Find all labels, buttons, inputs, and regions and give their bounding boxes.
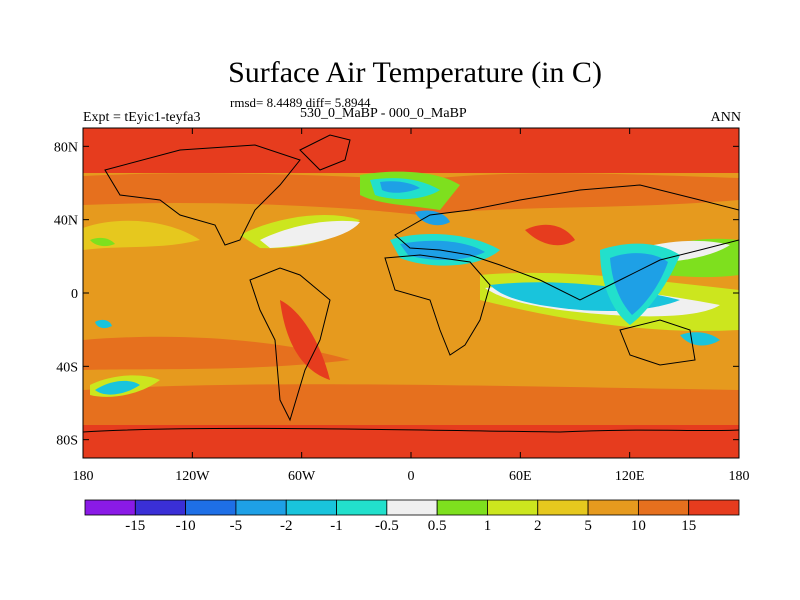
colorbar-label: -10 bbox=[175, 518, 196, 534]
lon-tick-label: 120E bbox=[615, 469, 645, 484]
lat-tick-label: 80S bbox=[56, 434, 78, 449]
map-title: Surface Air Temperature (in C) bbox=[228, 56, 602, 89]
case-label: 530_0_MaBP - 000_0_MaBP bbox=[300, 106, 467, 121]
colorbar-swatch bbox=[487, 499, 539, 516]
field-cyan-south-pacific bbox=[95, 380, 140, 395]
lat-tick-label: 0 bbox=[71, 287, 78, 302]
colorbar-label: 1 bbox=[483, 518, 492, 534]
field-tibet bbox=[525, 224, 575, 246]
lon-tick-label: 60E bbox=[509, 469, 532, 484]
lon-tick-label: 0 bbox=[408, 469, 415, 484]
colorbar-swatch bbox=[637, 499, 690, 516]
colorbar-swatch bbox=[285, 499, 337, 516]
coastlines bbox=[83, 134, 739, 433]
field-green-1 bbox=[90, 237, 115, 247]
colorbar-swatch bbox=[185, 499, 237, 516]
colorbar-label: -5 bbox=[229, 518, 243, 534]
latitude-ticks: 80N 40N 0 40S 80S bbox=[54, 140, 739, 449]
colorbar-swatch bbox=[134, 499, 187, 516]
colorbar-label: 15 bbox=[681, 518, 697, 534]
field-blue-north-atlantic bbox=[380, 181, 420, 193]
lon-tick-label: 60W bbox=[288, 469, 316, 484]
map-field bbox=[83, 128, 739, 458]
colorbar-swatch bbox=[336, 499, 388, 516]
colorbar-label: -15 bbox=[125, 518, 146, 534]
colorbar-swatch bbox=[587, 499, 639, 516]
field-south-pacific bbox=[83, 336, 350, 370]
field-cyan-east-pacific bbox=[95, 319, 112, 329]
season-label: ANN bbox=[710, 110, 741, 125]
colorbar-label: -2 bbox=[279, 518, 293, 534]
colorbar-swatch bbox=[537, 499, 589, 516]
longitude-ticks: 180 120W 60W 0 60E 120E 180 bbox=[73, 128, 750, 484]
colorbar-swatch bbox=[688, 499, 740, 516]
colorbar-swatch bbox=[386, 499, 438, 516]
experiment-label: Expt = tEyic1-teyfa3 bbox=[83, 110, 201, 125]
field-blue-scandinavia bbox=[415, 210, 450, 226]
colorbar-swatch bbox=[235, 499, 287, 516]
colorbar-label: -0.5 bbox=[374, 518, 399, 534]
colorbar-label: 10 bbox=[630, 518, 646, 534]
colorbar-label: 2 bbox=[534, 518, 542, 534]
stats-text: rmsd= 8.4489 diff= 5.8944 bbox=[230, 95, 371, 110]
colorbar-label: 0.5 bbox=[427, 518, 447, 534]
field-south-band bbox=[83, 384, 739, 425]
lon-tick-label: 180 bbox=[729, 469, 750, 484]
field-andes bbox=[280, 300, 330, 380]
field-cyan-tasman bbox=[680, 332, 720, 346]
lat-tick-label: 80N bbox=[54, 140, 78, 155]
lon-tick-label: 180 bbox=[73, 469, 94, 484]
field-white-atlantic bbox=[260, 220, 360, 248]
lat-tick-label: 40N bbox=[54, 214, 78, 229]
colorbar-swatch bbox=[84, 499, 136, 516]
lat-tick-label: 40S bbox=[56, 360, 78, 375]
colorbar-swatch bbox=[436, 499, 488, 516]
colorbar-label: 5 bbox=[584, 518, 592, 534]
field-blue-asia bbox=[610, 253, 668, 315]
colorbar bbox=[84, 499, 740, 516]
lon-tick-label: 120W bbox=[175, 469, 210, 484]
field-arctic-band bbox=[83, 128, 739, 173]
colorbar-label: -1 bbox=[330, 518, 343, 534]
